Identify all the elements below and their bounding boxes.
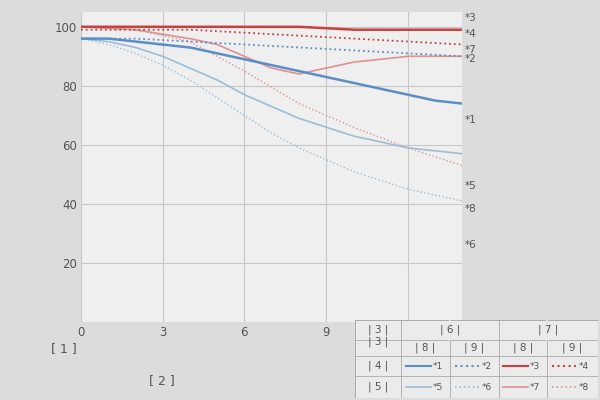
- Text: *3: *3: [530, 362, 541, 370]
- Text: *3: *3: [465, 13, 477, 23]
- Text: *1: *1: [465, 115, 477, 125]
- Text: | 3 |: | 3 |: [368, 324, 388, 335]
- Text: *8: *8: [579, 382, 589, 392]
- Text: | 6 |: | 6 |: [440, 324, 460, 335]
- Text: *1: *1: [433, 362, 443, 370]
- Text: *5: *5: [465, 181, 477, 191]
- Text: *8: *8: [465, 204, 477, 214]
- Text: *7: *7: [530, 382, 541, 392]
- Text: *6: *6: [465, 240, 477, 250]
- Text: | 7 |: | 7 |: [538, 324, 559, 335]
- Text: | 5 |: | 5 |: [368, 382, 388, 392]
- Text: | 4 |: | 4 |: [368, 361, 388, 371]
- Text: | 9 |: | 9 |: [464, 342, 484, 353]
- Text: *7: *7: [465, 45, 477, 55]
- Text: *4: *4: [579, 362, 589, 370]
- Text: | 8 |: | 8 |: [415, 342, 436, 353]
- Text: | 3 |: | 3 |: [368, 336, 388, 347]
- Text: *5: *5: [433, 382, 443, 392]
- Text: | 9 |: | 9 |: [562, 342, 583, 353]
- Text: *2: *2: [482, 362, 491, 370]
- Text: *4: *4: [465, 29, 477, 39]
- Text: [ 2 ]: [ 2 ]: [149, 374, 175, 387]
- Text: | 8 |: | 8 |: [512, 342, 533, 353]
- Text: [ 1 ]: [ 1 ]: [51, 342, 77, 355]
- Text: *2: *2: [465, 54, 477, 64]
- Text: *6: *6: [482, 382, 492, 392]
